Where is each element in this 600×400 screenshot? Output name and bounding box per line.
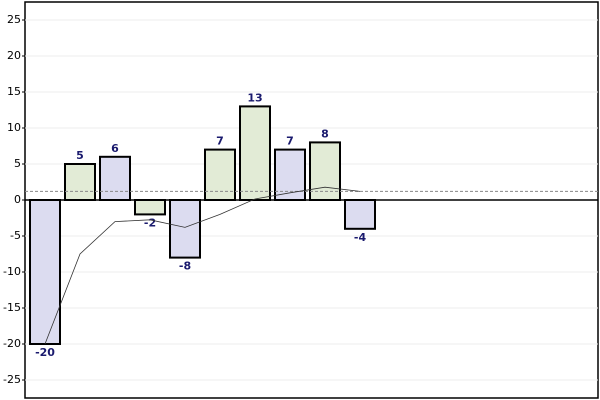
value-label: 13 [247,91,262,104]
bar [344,199,376,230]
y-tick-label: -10 [3,265,21,278]
y-tick-label: 10 [7,121,21,134]
value-label: -20 [35,346,55,359]
value-label: -2 [144,216,156,229]
value-label: 7 [216,135,224,148]
bar [29,199,61,345]
y-tick-label: 25 [7,13,21,26]
y-tick-label: -5 [10,229,21,242]
y-tick-label: 0 [14,193,21,206]
value-label: 6 [111,142,119,155]
y-tick-label: 15 [7,85,21,98]
value-label: 5 [76,149,84,162]
bar [99,155,131,202]
value-label: 8 [321,127,329,140]
bar [134,199,166,216]
value-label: -4 [354,231,367,244]
y-tick-label: 5 [14,157,21,170]
y-tick-label: -15 [3,301,21,314]
bar [239,105,271,201]
bar [64,163,96,201]
bar [169,199,201,259]
trend-line [44,186,361,345]
y-tick-label: -20 [3,337,21,350]
value-label: 7 [286,135,294,148]
value-label: -8 [179,260,191,273]
y-tick-label: -25 [3,373,21,386]
bar [204,148,236,202]
y-tick-label: 20 [7,49,21,62]
